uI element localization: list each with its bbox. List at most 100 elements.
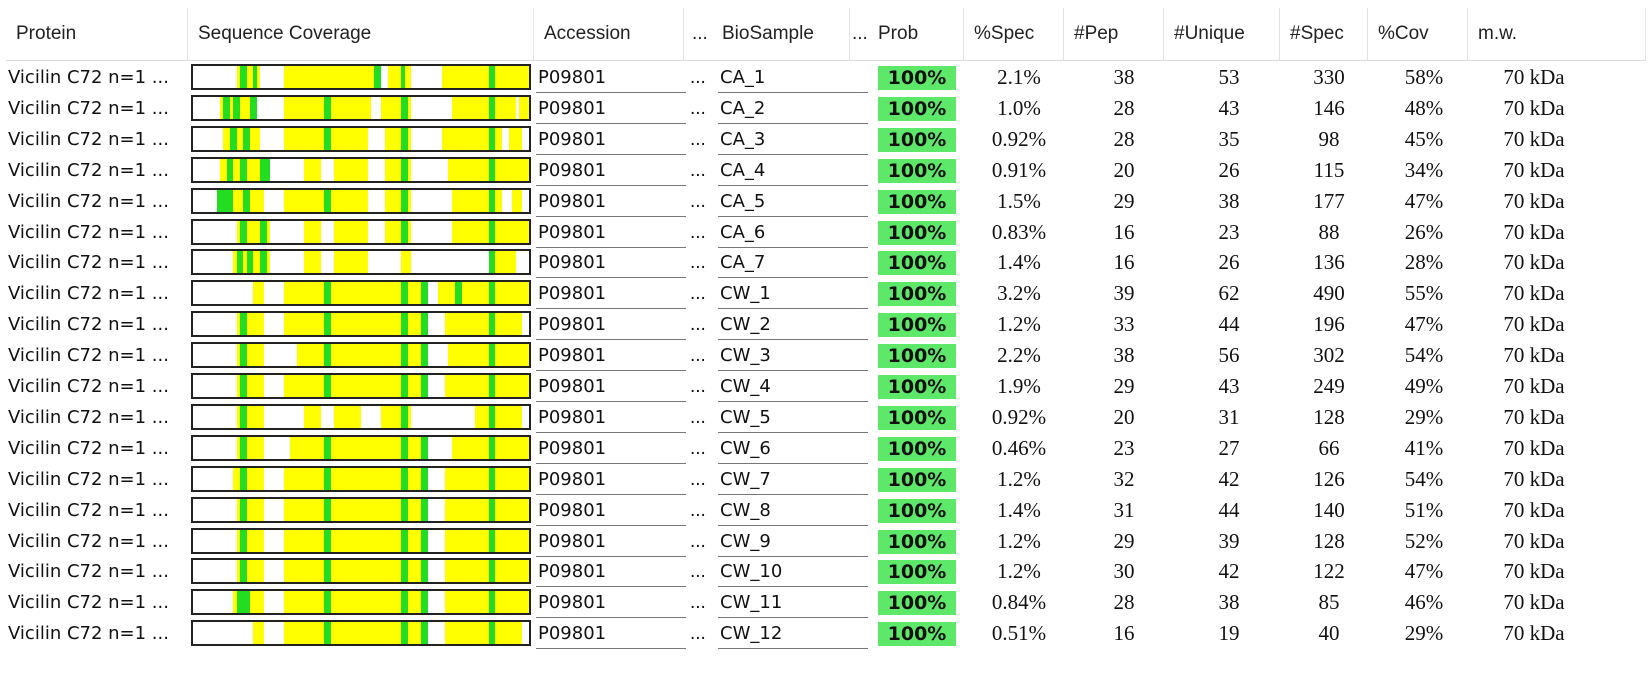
table-row[interactable]: Vicilin C72 n=1 ... P09801... CW_7 100% 1.2%…	[6, 464, 1646, 495]
unique-count-cell: 43	[1218, 374, 1240, 398]
column-header-pep[interactable]: #Pep	[1064, 8, 1164, 60]
spec-percent-cell: 0.46%	[991, 435, 1047, 460]
spec-count-cell: 196	[1313, 312, 1345, 337]
column-header-ellipsis[interactable]: ...	[852, 23, 868, 44]
coverage-segment-unique	[488, 251, 496, 274]
sequence-coverage-bar	[191, 527, 531, 554]
coverage-percent-cell: 54%	[1404, 466, 1444, 491]
biosample-cell: CW_3	[718, 340, 868, 372]
table-row[interactable]: Vicilin C72 n=1 ... P09801... CA_4 100% 0.91…	[6, 155, 1646, 186]
accession-cell: P09801	[536, 618, 686, 650]
table-row[interactable]: Vicilin C72 n=1 ... P09801... CA_6 100% 0.83…	[6, 217, 1646, 248]
coverage-segment	[401, 251, 412, 274]
column-header-protein[interactable]: Protein	[6, 8, 188, 60]
sequence-coverage-bar	[191, 558, 531, 585]
table-row[interactable]: Vicilin C72 n=1 ... P09801... CA_7 100% 1.4%…	[6, 247, 1646, 279]
molecular-weight-cell: 70 kDa	[1503, 404, 1565, 429]
probability-badge: 100%	[878, 436, 956, 461]
column-header-mw[interactable]: m.w.	[1468, 8, 1646, 60]
table-row[interactable]: Vicilin C72 n=1 ... P09801... CW_2 100% 1.2%…	[6, 309, 1646, 341]
column-header-unique[interactable]: #Unique	[1164, 8, 1280, 60]
table-row[interactable]: Vicilin C72 n=1 ... P09801... CW_4 100% 1.9%…	[6, 371, 1646, 402]
table-row[interactable]: Vicilin C72 n=1 ... P09801... CW_6 100% 0.46…	[6, 433, 1646, 464]
coverage-segment-unique	[243, 127, 251, 150]
coverage-percent-cell: 47%	[1404, 188, 1444, 213]
protein-name: Vicilin C72 n=1 ...	[8, 437, 169, 459]
column-header-prob[interactable]: Prob	[868, 8, 964, 60]
column-header-ellipsis[interactable]: ...	[692, 23, 708, 44]
coverage-segment-unique	[240, 158, 247, 181]
coverage-segment	[303, 158, 321, 181]
table-row[interactable]: Vicilin C72 n=1 ... P09801... CA_5 100% 1.5%…	[6, 186, 1646, 217]
coverage-percent-cell: 45%	[1404, 126, 1444, 151]
biosample-cell: CW_4	[718, 371, 868, 402]
coverage-segment-unique	[488, 220, 496, 243]
table-row[interactable]: Vicilin C72 n=1 ... P09801... CW_1 100% 3.2%…	[6, 278, 1646, 310]
unique-count-cell: 31	[1218, 404, 1240, 429]
coverage-segment	[334, 405, 361, 428]
biosample-cell: CW_11	[718, 587, 868, 619]
unique-count-cell: 35	[1218, 126, 1240, 151]
table-row[interactable]: Vicilin C72 n=1 ... P09801... CW_8 100% 1.4%…	[6, 495, 1646, 526]
biosample-cell: CA_5	[718, 186, 868, 217]
biosample-cell: CA_4	[718, 155, 868, 186]
coverage-segment-unique	[324, 96, 331, 119]
ellipsis-cell: ...	[690, 67, 706, 88]
coverage-segment-unique	[488, 591, 496, 614]
table-row[interactable]: Vicilin C72 n=1 ... P09801... CW_11 100% 0.8…	[6, 587, 1646, 619]
sequence-coverage-bar	[191, 342, 531, 369]
column-header-spec[interactable]: #Spec	[1280, 8, 1368, 60]
column-header-biosample[interactable]: BioSample	[712, 8, 850, 60]
ellipsis-cell: ...	[690, 159, 706, 181]
table-row[interactable]: Vicilin C72 n=1 ... P09801... CW_5 100% 0.92…	[6, 402, 1646, 433]
table-row[interactable]: Vicilin C72 n=1 ... P09801... CW_9 100% 1.2%…	[6, 526, 1646, 557]
molecular-weight-cell: 70 kDa	[1503, 343, 1565, 368]
column-header-sequence-coverage[interactable]: Sequence Coverage	[188, 8, 534, 60]
column-header-cov[interactable]: %Cov	[1368, 8, 1468, 60]
accession-cell: P09801	[536, 278, 686, 310]
column-header-spec-percent[interactable]: %Spec	[964, 8, 1064, 60]
column-header-accession[interactable]: Accession	[534, 8, 684, 60]
coverage-segment	[508, 127, 523, 150]
molecular-weight-cell: 70 kDa	[1503, 435, 1565, 460]
biosample-cell: CW_1	[718, 278, 868, 310]
protein-name: Vicilin C72 n=1 ...	[8, 592, 169, 614]
pep-count-cell: 29	[1113, 188, 1135, 213]
biosample-cell: CW_9	[718, 526, 868, 557]
coverage-segment-unique	[488, 282, 496, 305]
ellipsis-cell: ...	[690, 283, 706, 305]
biosample-cell: CW_10	[718, 556, 868, 588]
spec-percent-cell: 0.84%	[991, 590, 1047, 615]
table-row[interactable]: Vicilin C72 n=1 ... P09801... CW_3 100% 2.2%…	[6, 340, 1646, 372]
pep-count-cell: 20	[1113, 157, 1135, 182]
coverage-segment-unique	[240, 498, 247, 521]
protein-name: Vicilin C72 n=1 ...	[8, 252, 169, 274]
table-row[interactable]: Vicilin C72 n=1 ... P09801... CA_1 100% 2.1%…	[6, 62, 1646, 93]
probability-badge: 100%	[878, 251, 956, 276]
sequence-coverage-bar	[191, 496, 531, 523]
coverage-segment-unique	[488, 189, 496, 212]
biosample-cell: CA_3	[718, 124, 868, 155]
spec-count-cell: 115	[1313, 157, 1345, 182]
biosample-cell: CA_1	[718, 62, 868, 93]
unique-count-cell: 44	[1218, 312, 1240, 337]
table-row[interactable]: Vicilin C72 n=1 ... P09801... CA_2 100% 1.0%…	[6, 93, 1646, 124]
coverage-segment-unique	[401, 622, 409, 645]
biosample-cell: CA_6	[718, 217, 868, 248]
pep-count-cell: 16	[1113, 250, 1135, 275]
probability-badge: 100%	[878, 375, 956, 399]
table-row[interactable]: Vicilin C72 n=1 ... P09801... CW_10 100% 1.2…	[6, 556, 1646, 588]
unique-count-cell: 43	[1218, 95, 1240, 120]
spec-percent-cell: 2.1%	[997, 65, 1041, 89]
coverage-segment-unique	[401, 344, 409, 367]
unique-count-cell: 44	[1218, 497, 1240, 522]
spec-count-cell: 302	[1313, 343, 1345, 368]
probability-badge: 100%	[878, 591, 956, 616]
coverage-segment-unique	[324, 344, 331, 367]
ellipsis-cell: ...	[690, 376, 706, 397]
spec-count-cell: 122	[1313, 559, 1345, 584]
coverage-segment-unique	[401, 282, 409, 305]
sequence-coverage-bar	[191, 94, 531, 121]
table-row[interactable]: Vicilin C72 n=1 ... P09801... CA_3 100% 0.92…	[6, 124, 1646, 155]
table-row[interactable]: Vicilin C72 n=1 ... P09801... CW_12 100% 0.5…	[6, 618, 1646, 650]
